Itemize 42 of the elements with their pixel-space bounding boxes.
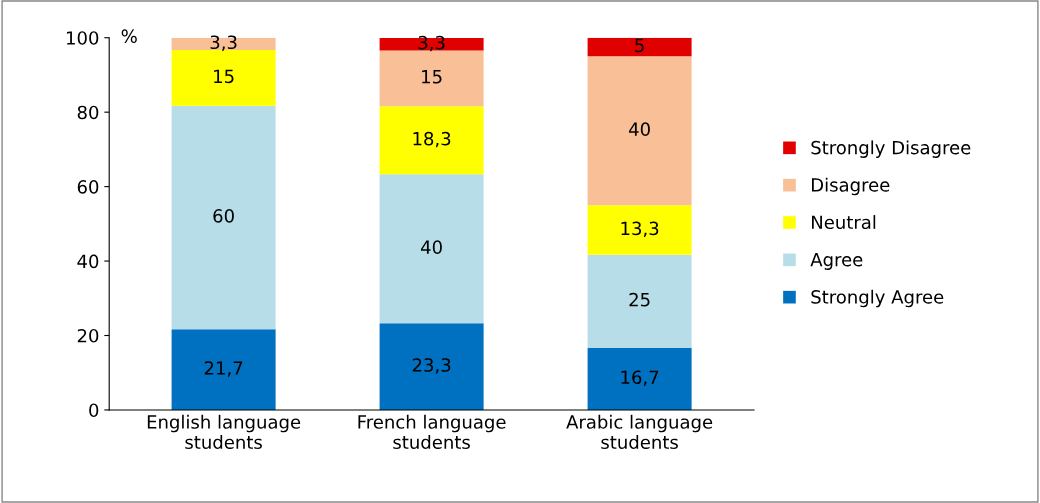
bar <box>587 37 692 57</box>
bar <box>379 174 484 324</box>
legend-label: Strongly Disagree <box>811 140 971 158</box>
bar <box>171 50 276 106</box>
data-label: 5 <box>635 38 644 53</box>
data-label: 15 <box>214 69 234 84</box>
legend-label: Agree <box>810 252 863 270</box>
bar <box>171 37 276 51</box>
y-tick-label: 80 <box>77 105 99 120</box>
data-label: 40 <box>629 122 650 137</box>
y-axis-title: % <box>121 29 137 43</box>
bar <box>379 323 484 410</box>
y-tick-label: 20 <box>77 328 99 343</box>
bar <box>171 329 276 410</box>
data-label: 3,3 <box>210 35 237 51</box>
legend-label: Strongly Agree <box>811 289 944 308</box>
y-tick-label: 0 <box>89 403 99 418</box>
x-tick-label: French language students <box>358 414 506 449</box>
y-tick-label: 100 <box>67 31 99 45</box>
data-label: 16,7 <box>621 370 659 386</box>
data-label: 18,3 <box>413 131 451 148</box>
data-label: 15 <box>422 70 442 84</box>
data-label: 13,3 <box>621 221 659 238</box>
data-label: 60 <box>213 209 234 223</box>
data-label: 25 <box>629 292 650 307</box>
bar <box>587 254 692 348</box>
y-tick-label: 40 <box>77 254 99 269</box>
x-tick-label: Arabic language students <box>566 414 713 449</box>
bar <box>587 347 692 410</box>
bar <box>171 105 276 330</box>
x-tick-label: English language students <box>147 414 301 449</box>
bar <box>379 106 484 175</box>
y-tick-label: 60 <box>77 180 99 194</box>
bar <box>587 205 692 255</box>
bar <box>587 56 692 206</box>
data-label: 3,3 <box>418 35 445 52</box>
data-label: 21,7 <box>204 361 243 377</box>
legend-label: Neutral <box>812 215 876 230</box>
legend-label: Disagree <box>812 177 890 196</box>
data-label: 40 <box>421 240 442 255</box>
data-label: 23,3 <box>412 358 451 374</box>
bar <box>379 50 484 107</box>
